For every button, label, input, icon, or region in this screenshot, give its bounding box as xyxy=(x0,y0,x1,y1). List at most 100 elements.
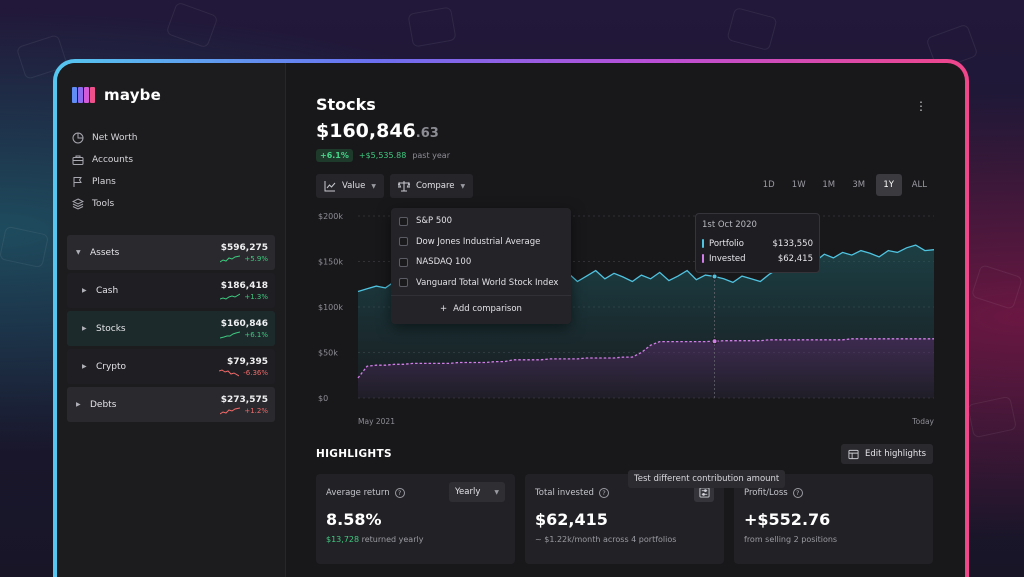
account-item-cash[interactable]: ▶ Cash $186,418 +1.3% xyxy=(67,273,275,308)
compare-dropdown[interactable]: Compare ▼ xyxy=(389,174,474,198)
background-doodle xyxy=(726,6,778,52)
account-list: ▼ Assets $596,275 +5.9% ▶ Cash $186,418 +1… xyxy=(67,235,275,422)
app-window: maybe Net Worth Accounts xyxy=(57,63,965,577)
period-all[interactable]: ALL xyxy=(911,180,927,190)
edit-highlights-button[interactable]: Edit highlights xyxy=(841,444,933,464)
total-value-cents: .63 xyxy=(415,126,439,141)
compare-dropdown-label: Compare xyxy=(415,181,455,191)
period-1w[interactable]: 1W xyxy=(791,180,806,190)
total-value: $160,846.63 xyxy=(316,120,933,142)
edit-highlights-label: Edit highlights xyxy=(865,449,926,459)
account-label: Stocks xyxy=(96,323,126,334)
compare-menu: S&P 500 Dow Jones Industrial Average NAS… xyxy=(391,208,571,324)
help-icon[interactable]: ? xyxy=(792,488,803,498)
compare-option[interactable]: Dow Jones Industrial Average xyxy=(391,232,571,253)
change-period: past year xyxy=(412,151,450,160)
account-change: +6.1% xyxy=(244,330,268,339)
contribution-hint-tooltip: Test different contribution amount xyxy=(628,470,786,488)
legend-swatch xyxy=(702,239,704,248)
nav-label: Plans xyxy=(92,177,116,187)
checkbox[interactable] xyxy=(399,257,408,267)
sparkline-icon xyxy=(220,331,241,338)
account-value: $79,395 xyxy=(227,356,268,367)
more-options-icon[interactable]: ⋮ xyxy=(915,99,927,113)
plus-icon: + xyxy=(440,303,448,314)
account-value: $186,418 xyxy=(220,280,268,291)
nav-item-accounts[interactable]: Accounts xyxy=(67,149,275,171)
checkbox[interactable] xyxy=(399,216,408,226)
x-tick-label: Today xyxy=(911,417,934,426)
card-subtext: $13,728 returned yearly xyxy=(326,535,505,544)
logo-icon xyxy=(72,87,96,103)
value-dropdown[interactable]: Value ▼ xyxy=(316,174,384,198)
y-tick-label: $200k xyxy=(318,212,343,221)
card-sub-amount: $13,728 xyxy=(326,535,360,544)
account-group-debts[interactable]: ▶ Debts $273,575 +1.2% xyxy=(67,387,275,422)
card-subtext: from selling 2 positions xyxy=(744,535,838,544)
flag-icon xyxy=(72,176,84,188)
tooltip-value: $133,550 xyxy=(772,238,813,249)
chart-controls: Value ▼ Compare ▼ 1D 1W 1M 3M 1Y ALL xyxy=(316,174,933,198)
account-label: Assets xyxy=(90,247,120,258)
portfolio-chart: $200k $150k $100k $50k $0 May 2021 Today S&P 5… xyxy=(316,208,935,438)
y-tick-label: $150k xyxy=(318,258,343,267)
y-tick-label: $0 xyxy=(318,394,328,403)
chevron-right-icon[interactable]: ▶ xyxy=(82,363,87,370)
help-icon[interactable]: ? xyxy=(598,488,609,498)
briefcase-icon xyxy=(72,154,84,166)
invested-area xyxy=(358,338,934,398)
compare-option-label: NASDAQ 100 xyxy=(416,257,472,268)
change-amount: +$5,535.88 xyxy=(358,151,407,160)
account-group-assets[interactable]: ▼ Assets $596,275 +5.9% xyxy=(67,235,275,270)
tooltip-label: Invested xyxy=(709,253,746,264)
chevron-right-icon[interactable]: ▶ xyxy=(82,287,87,294)
period-select[interactable]: Yearly ▼ xyxy=(448,482,505,502)
main-nav: Net Worth Accounts Plans xyxy=(67,127,275,215)
account-value: $160,846 xyxy=(220,318,268,329)
period-1y[interactable]: 1Y xyxy=(875,174,902,196)
nav-item-net-worth[interactable]: Net Worth xyxy=(67,127,275,149)
account-item-crypto[interactable]: ▶ Crypto $79,395 -6.36% xyxy=(67,349,275,384)
card-label: Profit/Loss xyxy=(744,488,788,498)
account-change: -6.36% xyxy=(243,368,268,377)
brand-logo[interactable]: maybe xyxy=(67,83,275,107)
chevron-right-icon[interactable]: ▶ xyxy=(82,325,87,332)
highlights-title: HIGHLIGHTS xyxy=(316,448,392,460)
compare-option[interactable]: S&P 500 xyxy=(391,211,571,232)
sparkline-icon xyxy=(220,255,241,262)
card-value: +$552.76 xyxy=(744,510,831,529)
background-doodle xyxy=(407,6,457,48)
highlight-card-profit-loss: Profit/Loss? +$552.76 from selling 2 pos… xyxy=(734,474,933,564)
account-change: +5.9% xyxy=(244,254,268,263)
nav-item-plans[interactable]: Plans xyxy=(67,171,275,193)
highlight-card-average-return: Average return? Yearly ▼ 8.58% $13,728 re… xyxy=(316,474,515,564)
chevron-down-icon[interactable]: ▼ xyxy=(76,249,81,256)
nav-label: Net Worth xyxy=(92,133,138,143)
nav-item-tools[interactable]: Tools xyxy=(67,193,275,215)
add-comparison-button[interactable]: + Add comparison xyxy=(391,295,571,321)
compare-option[interactable]: NASDAQ 100 xyxy=(391,252,571,273)
main-content: Stocks ⋮ $160,846.63 +6.1% +$5,535.88 pa… xyxy=(286,63,965,577)
change-summary: +6.1% +$5,535.88 past year xyxy=(316,149,933,162)
period-1d[interactable]: 1D xyxy=(762,180,775,190)
scale-icon xyxy=(397,181,410,192)
period-3m[interactable]: 3M xyxy=(852,180,866,190)
change-percent-badge: +6.1% xyxy=(316,149,353,162)
help-icon[interactable]: ? xyxy=(394,488,405,498)
card-subtext: ~ $1.22k/month across 4 portfolios xyxy=(535,535,677,544)
checkbox[interactable] xyxy=(399,278,408,288)
account-item-stocks[interactable]: ▶ Stocks $160,846 +6.1% xyxy=(67,311,275,346)
background-doodle xyxy=(966,395,1018,439)
account-change: +1.3% xyxy=(244,292,268,301)
line-chart-icon xyxy=(324,181,336,192)
sidebar: maybe Net Worth Accounts xyxy=(57,63,286,577)
highlight-cards: Average return? Yearly ▼ 8.58% $13,728 re… xyxy=(316,474,933,564)
chevron-down-icon: ▼ xyxy=(460,182,466,190)
compare-option-label: Vanguard Total World Stock Index xyxy=(416,277,559,288)
chevron-right-icon[interactable]: ▶ xyxy=(76,401,81,408)
brand-name: maybe xyxy=(104,86,161,104)
compare-option[interactable]: Vanguard Total World Stock Index xyxy=(391,273,571,294)
checkbox[interactable] xyxy=(399,237,408,247)
period-1m[interactable]: 1M xyxy=(822,180,836,190)
app-frame: maybe Net Worth Accounts xyxy=(53,59,969,577)
